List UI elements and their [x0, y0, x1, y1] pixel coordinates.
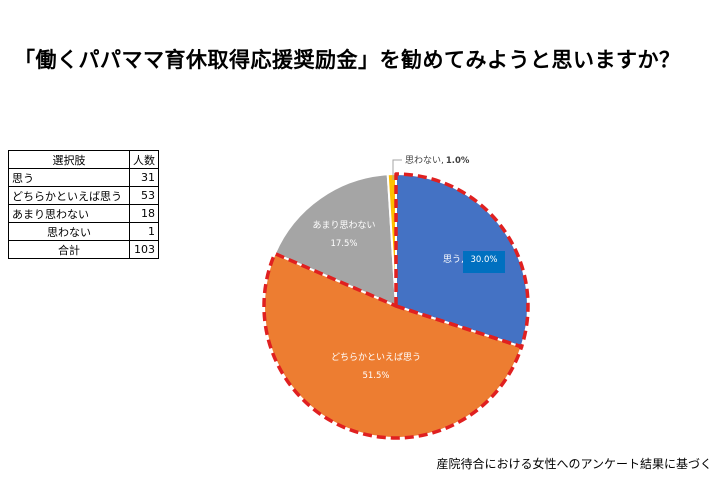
pie-slice — [273, 173, 398, 308]
table-total-row: 合計 103 — [8, 240, 159, 259]
table-header-row: 選択肢 人数 — [8, 150, 159, 169]
row-label: あまり思わない — [8, 204, 130, 223]
row-count: 31 — [129, 168, 159, 187]
leader-line — [392, 159, 402, 180]
slice-percent-label: 1.0% — [446, 156, 470, 166]
total-label: 合計 — [8, 240, 130, 259]
data-label-box — [463, 251, 505, 273]
slice-label: どちらかといえば思う — [331, 352, 421, 363]
row-label: どちらかといえば思う — [8, 186, 130, 205]
total-count: 103 — [129, 240, 159, 259]
survey-table: 選択肢 人数 思う 31 どちらかといえば思う 53 あまり思わない 18 思わ… — [8, 150, 159, 259]
footnote: 産院待合における女性へのアンケート結果に基づく — [436, 457, 712, 471]
slice-percent-label: 30.0% — [470, 255, 497, 265]
slice-label: 思わない, — [405, 155, 444, 166]
table-row: どちらかといえば思う 53 — [8, 186, 159, 205]
slice-percent-label: 51.5% — [362, 371, 389, 381]
slice-percent-label: 17.5% — [330, 239, 357, 249]
slice-label: あまり思わない — [312, 220, 375, 231]
slice-label: 思う, — [443, 254, 464, 265]
highlight-outline — [262, 251, 524, 440]
page-title: 「働くパパママ育休取得応援奨励金」を勧めてみようと思いますか？ — [14, 48, 681, 72]
table-row: あまり思わない 18 — [8, 204, 159, 223]
highlight-outline — [394, 172, 530, 349]
